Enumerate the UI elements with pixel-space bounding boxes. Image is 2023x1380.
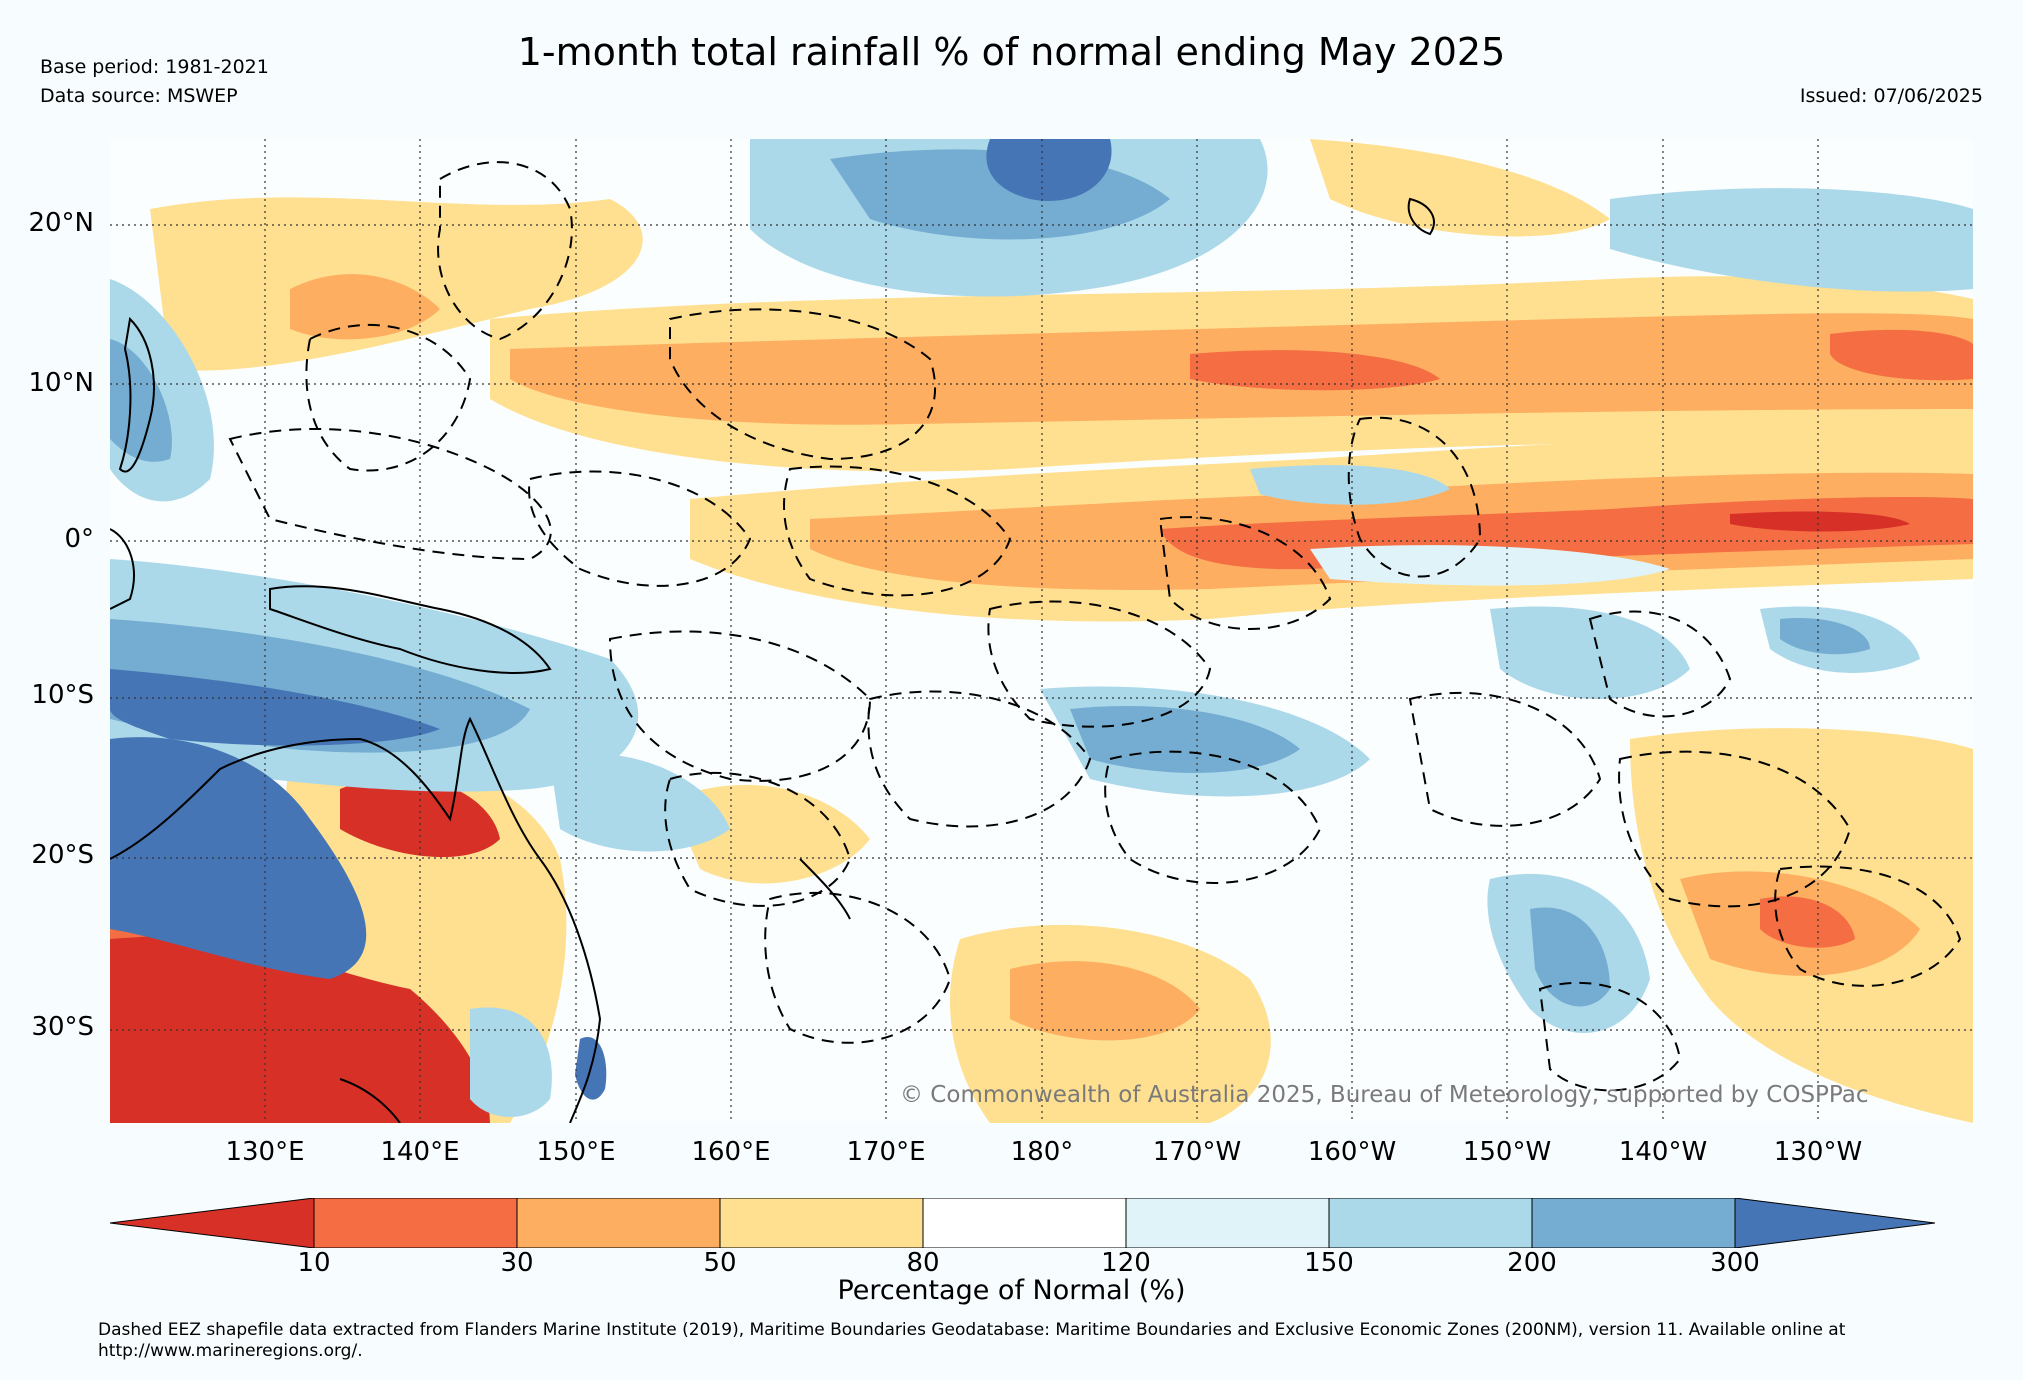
coastline-tasmania-area: [339, 1078, 401, 1123]
colorbar-segment-120-150: [1125, 1198, 1330, 1248]
map-gridlines: [110, 139, 1973, 1123]
colorbar-extend-low: [110, 1198, 315, 1248]
lat-label-30s: 30°S: [31, 1012, 94, 1042]
coastline-new-caledonia: [799, 858, 851, 920]
colorbar-tick-10: 10: [297, 1248, 331, 1278]
rain-patch: [110, 899, 490, 1123]
lat-label-20n: 20°N: [28, 208, 94, 238]
lat-label-10n: 10°N: [28, 368, 94, 398]
coastline-australia: [110, 716, 602, 1123]
colorbar-tick-80: 80: [906, 1248, 940, 1278]
chart-title: 1-month total rainfall % of normal endin…: [517, 30, 1506, 74]
colorbar-segment-50-80: [719, 1198, 924, 1248]
lon-label-180: 180°: [1010, 1137, 1074, 1167]
lon-label-150e: 150°E: [536, 1137, 616, 1167]
data-source-label: Data source: MSWEP: [40, 85, 238, 107]
eez-boundary: [867, 690, 1092, 828]
rain-patch: [470, 1007, 552, 1117]
rain-patch: [1760, 896, 1855, 948]
coastline-borneo: [110, 528, 135, 610]
rain-patch: [1610, 188, 1973, 292]
coastlines: [110, 197, 1435, 1123]
colorbar-segment-30-50: [516, 1198, 721, 1248]
eez-boundary: [228, 428, 552, 561]
colorbar-segment-200-300: [1531, 1198, 1736, 1248]
colorbar-tick-150: 150: [1304, 1248, 1354, 1278]
lon-label-170e: 170°E: [846, 1137, 926, 1167]
colorbar-tick-30: 30: [500, 1248, 534, 1278]
rain-patch: [110, 339, 172, 462]
rain-patch: [110, 669, 440, 746]
eez-boundary: [1774, 865, 1962, 987]
rain-patch: [1730, 511, 1910, 532]
eez-boundary: [1158, 516, 1332, 630]
lat-label-10s: 10°S: [31, 680, 94, 710]
colorbar-extend-high: [1734, 1198, 1935, 1248]
rain-patch: [1190, 350, 1440, 391]
above-normal-patches: [110, 139, 1973, 1117]
colorbar-tick-120: 120: [1101, 1248, 1151, 1278]
eez-boundaries: [228, 161, 1962, 1092]
colorbar-label: Percentage of Normal (%): [837, 1275, 1186, 1306]
eez-boundary: [1347, 416, 1482, 578]
rain-patch: [1310, 545, 1670, 586]
rain-patch: [1010, 961, 1200, 1041]
rainfall-map-svg: [110, 139, 1973, 1123]
coastline-philippines: [118, 316, 155, 473]
eez-boundary: [987, 600, 1212, 728]
eez-boundary: [437, 161, 573, 341]
rain-patch: [670, 784, 870, 884]
eez-boundary: [528, 470, 752, 587]
lon-label-150w: 150°W: [1462, 1137, 1552, 1167]
rain-patch: [986, 139, 1112, 201]
rain-patch: [1780, 618, 1870, 655]
eez-boundary: [1538, 981, 1682, 1092]
eez-boundary: [764, 891, 952, 1044]
rain-patch: [110, 737, 367, 979]
lat-label-20s: 20°S: [31, 840, 94, 870]
eez-boundary: [1588, 610, 1732, 718]
rain-patch: [1830, 329, 1973, 381]
lon-label-160w: 160°W: [1307, 1137, 1397, 1167]
rain-patch: [1530, 907, 1610, 1007]
eez-boundary: [1104, 750, 1322, 884]
lon-label-130e: 130°E: [225, 1137, 305, 1167]
colorbar-tick-200: 200: [1507, 1248, 1557, 1278]
lon-label-160e: 160°E: [691, 1137, 771, 1167]
lon-label-130w: 130°W: [1773, 1137, 1863, 1167]
eez-boundary: [664, 771, 852, 907]
colorbar-legend: [110, 1198, 1935, 1248]
rain-patch: [1070, 705, 1300, 773]
rain-patch: [290, 274, 440, 340]
base-period-label: Base period: 1981-2021: [40, 56, 269, 78]
rain-patch: [1250, 465, 1450, 505]
rain-patch: [1490, 606, 1690, 699]
rain-patch: [1310, 139, 1610, 237]
colorbar-segment-80-120: [922, 1198, 1127, 1248]
eez-source-footnote: Dashed EEZ shapefile data extracted from…: [98, 1320, 1846, 1361]
eez-boundary: [1408, 691, 1602, 827]
eez-boundary: [669, 308, 936, 461]
lat-label-equator: 0°: [64, 524, 94, 554]
rain-patch: [550, 753, 730, 852]
lon-label-170w: 170°W: [1152, 1137, 1242, 1167]
lon-label-140e: 140°E: [380, 1137, 460, 1167]
eez-boundary: [305, 323, 472, 472]
eez-boundary: [1618, 750, 1852, 908]
colorbar-segment-150-200: [1328, 1198, 1533, 1248]
copyright-notice: © Commonwealth of Australia 2025, Bureau…: [900, 1082, 1869, 1108]
rainfall-map: [110, 139, 1973, 1123]
coastline-new-guinea: [269, 585, 552, 674]
coastline-hawaii: [1407, 197, 1435, 236]
colorbar-segment-10-30: [313, 1198, 518, 1248]
colorbar-tick-300: 300: [1710, 1248, 1760, 1278]
lon-label-140w: 140°W: [1618, 1137, 1708, 1167]
colorbar-tick-50: 50: [703, 1248, 737, 1278]
eez-boundary: [608, 630, 872, 782]
issued-date-label: Issued: 07/06/2025: [1799, 85, 1983, 107]
